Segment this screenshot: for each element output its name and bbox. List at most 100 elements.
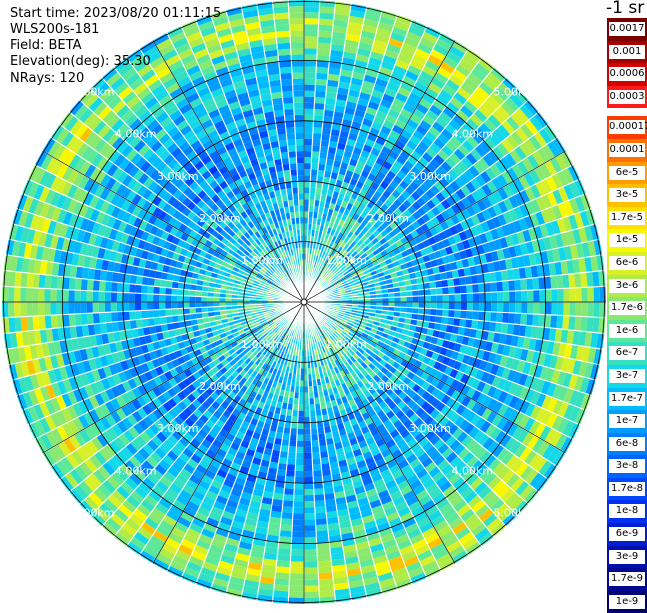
- range-gate-cell: [304, 163, 311, 169]
- range-gate-cell: [74, 290, 80, 302]
- range-gate-cell: [147, 294, 153, 302]
- range-gate-cell: [93, 280, 100, 291]
- range-gate-cell: [298, 417, 304, 423]
- range-gate-cell: [99, 281, 106, 292]
- range-gate-cell: [562, 274, 569, 288]
- range-gate-cell: [580, 317, 587, 332]
- range-gate-cell: [68, 302, 74, 314]
- range-gate-cell: [159, 294, 165, 302]
- range-gate-cell: [532, 277, 539, 290]
- range-gate-cell: [105, 302, 111, 312]
- range-gate-cell: [281, 512, 293, 519]
- range-gate-cell: [449, 302, 455, 310]
- range-gate-cell: [281, 518, 293, 525]
- range-gate-cell: [135, 284, 142, 293]
- range-gate-cell: [304, 537, 317, 543]
- range-gate-cell: [497, 292, 503, 302]
- range-gate-cell: [413, 296, 419, 302]
- range-gate-cell: [322, 128, 332, 135]
- range-gate-cell: [93, 291, 99, 302]
- range-gate-cell: [304, 561, 318, 567]
- range-gate-cell: [569, 288, 575, 302]
- range-gate-cell: [304, 115, 314, 121]
- range-gate-cell: [515, 302, 521, 313]
- range-gate-cell: [319, 6, 335, 13]
- range-gate-cell: [2, 270, 9, 286]
- range-gate-cell: [533, 302, 539, 314]
- range-gate-cell: [587, 287, 593, 302]
- range-gate-cell: [177, 295, 183, 302]
- range-gate-cell: [288, 452, 297, 459]
- range-gate-cell: [568, 274, 575, 289]
- range-gate-cell: [430, 309, 437, 316]
- range-gate-cell: [304, 471, 313, 477]
- range-gate-cell: [304, 435, 311, 441]
- range-gate-cell: [448, 310, 455, 318]
- range-gate-cell: [290, 555, 304, 561]
- range-gate-cell: [290, 428, 297, 435]
- range-gate-cell: [50, 289, 56, 302]
- range-gate-cell: [311, 440, 319, 447]
- range-gate-cell: [289, 579, 304, 585]
- range-gate-cell: [68, 290, 74, 302]
- range-gate-cell: [45, 315, 52, 329]
- range-gate-cell: [515, 291, 521, 302]
- range-gate-cell: [62, 302, 68, 315]
- range-gate-cell: [311, 434, 319, 441]
- range-gate-cell: [431, 302, 437, 309]
- range-gate-cell: [319, 596, 335, 603]
- range-gate-cell: [105, 312, 112, 323]
- range-gate-cell: [526, 314, 533, 326]
- range-gate-cell: [279, 530, 292, 537]
- range-gate-cell: [195, 296, 201, 302]
- range-gate-cell: [600, 286, 606, 302]
- range-gate-cell: [81, 290, 87, 302]
- range-gate-cell: [304, 157, 312, 163]
- range-gate-cell: [304, 501, 315, 507]
- range-gate-cell: [304, 12, 319, 18]
- range-gate-cell: [467, 293, 473, 302]
- range-gate-cell: [318, 560, 332, 567]
- range-gate-cell: [316, 524, 328, 531]
- range-gate-cell: [313, 133, 322, 140]
- range-gate-cell: [304, 447, 312, 453]
- range-gate-cell: [600, 302, 606, 318]
- range-gate-cell: [159, 309, 166, 317]
- range-gate-cell: [171, 288, 178, 295]
- range-gate-cell: [575, 302, 581, 317]
- range-gate-cell: [304, 567, 318, 573]
- range-gate-cell: [21, 272, 28, 287]
- range-gate-cell: [319, 590, 335, 597]
- range-gate-cell: [443, 294, 449, 302]
- range-gate-cell: [545, 302, 551, 315]
- range-gate-cell: [312, 458, 321, 465]
- range-gate-cell: [123, 283, 130, 293]
- range-gate-cell: [304, 187, 310, 193]
- range-gate-cell: [459, 318, 466, 327]
- range-gate-cell: [319, 0, 335, 7]
- range-gate-cell: [314, 97, 325, 104]
- range-gate-cell: [87, 291, 93, 302]
- range-gate-cell: [575, 287, 581, 302]
- range-gate-cell: [315, 506, 326, 513]
- range-gate-cell: [81, 302, 87, 314]
- range-gate-cell: [285, 476, 295, 483]
- range-gate-cell: [304, 549, 317, 555]
- range-gate-cell: [318, 25, 333, 32]
- range-gate-cell: [304, 48, 317, 54]
- range-gate-cell: [496, 281, 503, 292]
- range-gate-cell: [471, 320, 478, 330]
- range-gate-cell: [496, 312, 503, 323]
- range-gate-cell: [105, 292, 111, 302]
- range-gate-cell: [26, 302, 32, 317]
- range-gate-cell: [290, 567, 304, 573]
- range-gate-cell: [51, 275, 58, 289]
- range-gate-cell: [129, 293, 135, 302]
- range-gate-cell: [304, 193, 310, 199]
- range-gate-cell: [425, 295, 431, 302]
- range-gate-cell: [8, 317, 15, 333]
- range-gate-cell: [304, 72, 316, 78]
- range-gate-cell: [20, 287, 26, 302]
- range-gate-cell: [520, 279, 527, 291]
